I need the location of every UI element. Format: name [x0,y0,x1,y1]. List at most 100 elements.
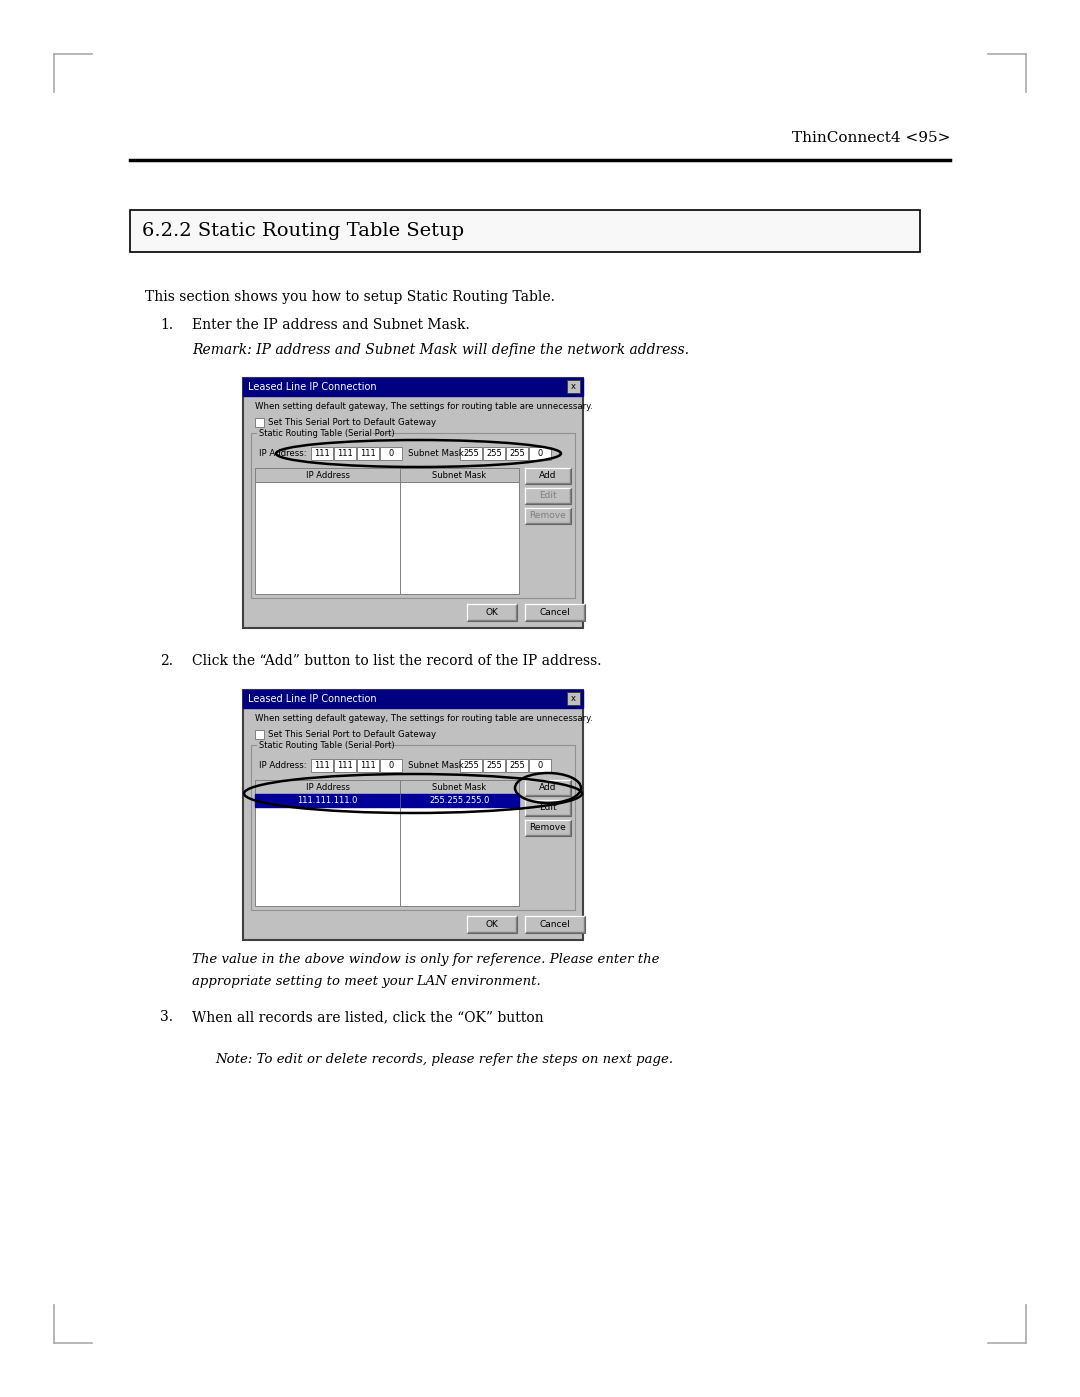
Text: Remark: IP address and Subnet Mask will define the network address.: Remark: IP address and Subnet Mask will … [192,344,689,358]
Text: Remove: Remove [529,511,566,521]
Bar [311,447,333,460]
Text: 2.: 2. [160,654,173,668]
Text: When setting default gateway, The settings for routing table are unnecessary.: When setting default gateway, The settin… [255,714,593,724]
Bar [483,759,505,773]
Text: Enter the IP address and Subnet Mask.: Enter the IP address and Subnet Mask. [192,319,470,332]
Bar [357,759,379,773]
Bar [525,468,571,483]
Bar [255,807,519,907]
Text: Leased Line IP Connection: Leased Line IP Connection [248,694,377,704]
Text: 111.111.111.0: 111.111.111.0 [297,796,357,805]
Bar [525,916,585,933]
Text: 111: 111 [314,448,329,458]
Text: Leased Line IP Connection: Leased Line IP Connection [248,381,377,393]
Bar [243,379,583,395]
Bar [483,447,505,460]
Text: Set This Serial Port to Default Gateway: Set This Serial Port to Default Gateway [268,731,436,739]
Text: 255: 255 [509,448,525,458]
Bar [255,418,264,427]
Text: Subnet Mask:: Subnet Mask: [408,760,467,770]
Bar [334,447,356,460]
Text: Subnet Mask: Subnet Mask [432,471,487,479]
Text: IP Address: IP Address [306,782,350,792]
Text: 255: 255 [486,448,502,458]
Text: Add: Add [539,784,557,792]
Text: 111: 111 [337,761,353,770]
Bar [380,759,402,773]
Text: ThinConnect4 <95>: ThinConnect4 <95> [792,131,950,145]
Bar [529,447,551,460]
Text: Add: Add [539,472,557,481]
Bar [130,210,920,251]
Text: 255: 255 [463,761,478,770]
Text: IP Address: IP Address [306,471,350,479]
Text: 255: 255 [463,448,478,458]
Text: 255.255.255.0: 255.255.255.0 [430,796,489,805]
Bar [567,692,580,705]
Text: When all records are listed, click the “OK” button: When all records are listed, click the “… [192,1010,543,1024]
Bar [525,800,571,816]
Text: 111: 111 [314,761,329,770]
Bar [251,745,575,909]
Text: x: x [571,381,576,391]
Bar [243,690,583,708]
Text: Subnet Mask: Subnet Mask [432,782,487,792]
Text: OK: OK [486,608,499,617]
Bar [507,759,528,773]
Bar [257,429,372,439]
Bar [243,690,583,940]
Text: Edit: Edit [539,492,557,500]
Bar [525,604,585,622]
Text: Cancel: Cancel [540,921,570,929]
Text: 0: 0 [538,448,542,458]
Bar [257,740,372,750]
Text: OK: OK [486,921,499,929]
Text: 111: 111 [337,448,353,458]
Text: When setting default gateway, The settings for routing table are unnecessary.: When setting default gateway, The settin… [255,402,593,411]
Bar [529,759,551,773]
Bar [334,759,356,773]
Bar [467,604,517,622]
Text: Note: To edit or delete records, please refer the steps on next page.: Note: To edit or delete records, please … [215,1053,673,1066]
Bar [525,820,571,835]
Text: 6.2.2 Static Routing Table Setup: 6.2.2 Static Routing Table Setup [141,222,464,240]
Bar [255,482,519,594]
Text: Static Routing Table (Serial Port): Static Routing Table (Serial Port) [259,740,394,750]
Text: 255: 255 [509,761,525,770]
Text: 0: 0 [389,761,393,770]
Text: 111: 111 [360,761,376,770]
Text: IP Address:: IP Address: [259,448,307,457]
Bar [525,780,571,796]
Text: The value in the above window is only for reference. Please enter the: The value in the above window is only fo… [192,953,660,965]
Text: Set This Serial Port to Default Gateway: Set This Serial Port to Default Gateway [268,418,436,427]
Bar [525,509,571,524]
Text: x: x [571,694,576,703]
Text: Edit: Edit [539,803,557,813]
Bar [311,759,333,773]
Text: Click the “Add” button to list the record of the IP address.: Click the “Add” button to list the recor… [192,654,602,668]
Text: 1.: 1. [160,319,173,332]
Bar [255,468,519,482]
Text: 255: 255 [486,761,502,770]
Text: 0: 0 [389,448,393,458]
Bar [255,793,519,807]
Bar [525,488,571,504]
Text: Static Routing Table (Serial Port): Static Routing Table (Serial Port) [259,429,394,437]
Text: Subnet Mask:: Subnet Mask: [408,448,467,457]
Bar [255,731,264,739]
Bar [251,433,575,598]
Bar [507,447,528,460]
Text: Remove: Remove [529,823,566,833]
Text: Cancel: Cancel [540,608,570,617]
Bar [380,447,402,460]
Bar [357,447,379,460]
Text: 111: 111 [360,448,376,458]
Bar [460,447,482,460]
Text: IP Address:: IP Address: [259,760,307,770]
Text: 0: 0 [538,761,542,770]
Text: This section shows you how to setup Static Routing Table.: This section shows you how to setup Stat… [145,291,555,305]
Bar [255,780,519,793]
Bar [567,380,580,393]
Text: appropriate setting to meet your LAN environment.: appropriate setting to meet your LAN env… [192,975,541,988]
Bar [243,379,583,629]
